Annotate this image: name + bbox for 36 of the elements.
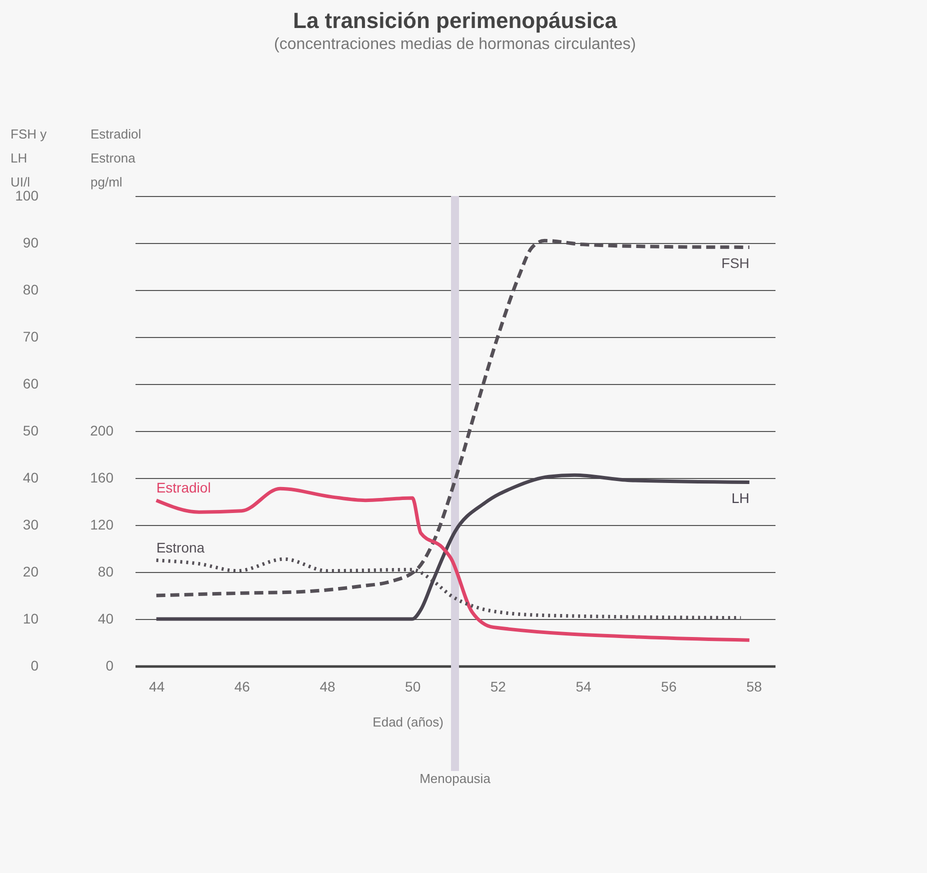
y-tick-label: 90 (22, 234, 39, 250)
x-tick-label: 46 (234, 678, 250, 694)
y-tick-label: 60 (22, 376, 39, 392)
line-series (154, 473, 752, 621)
ref-line-label: Menopausia (420, 771, 492, 786)
y-tick-label: 10 (22, 610, 39, 626)
series-label: LH (731, 490, 750, 506)
x-tick-label: 58 (746, 678, 762, 694)
y-tick-label: 80 (22, 282, 39, 298)
chart-subtitle: (concentraciones medias de hormonas circulantes) (274, 36, 636, 53)
y-tick-label: 0 (30, 658, 39, 674)
series-label: FSH (721, 255, 750, 272)
y2-tick-label: 120 (90, 516, 114, 532)
y-tick-label: 30 (22, 516, 39, 532)
x-tick-label: 56 (661, 678, 677, 694)
y2-tick-label: 0 (106, 658, 114, 674)
x-tick-label: 54 (576, 678, 592, 694)
x-tick-label: 52 (490, 678, 506, 694)
y-tick-label: 20 (22, 564, 39, 580)
y-tick-label: 40 (22, 470, 39, 486)
x-axis-title: Edad (años) (372, 714, 444, 730)
x-tick-label: 44 (149, 678, 165, 694)
y2-tick-label: 160 (90, 470, 114, 486)
y2-tick-label: 200 (90, 422, 114, 438)
y-axis-title: FSH y LH UI/l (10, 126, 48, 190)
y2-tick-label: 40 (98, 610, 114, 626)
y-tick-label: 70 (22, 328, 39, 344)
series-label: Estradiol (156, 479, 211, 496)
x-tick-label: 48 (320, 678, 336, 694)
y2-axis-title: Estradiol Estrona pg/ml (90, 126, 142, 190)
y2-tick-label: 80 (98, 564, 114, 580)
x-tick-label: 50 (405, 678, 421, 694)
chart-title: La transición perimenopáusica (293, 8, 618, 33)
series-label: Estrona (156, 539, 205, 556)
y-tick-label: 50 (22, 422, 39, 438)
y-tick-label: 100 (15, 188, 39, 204)
